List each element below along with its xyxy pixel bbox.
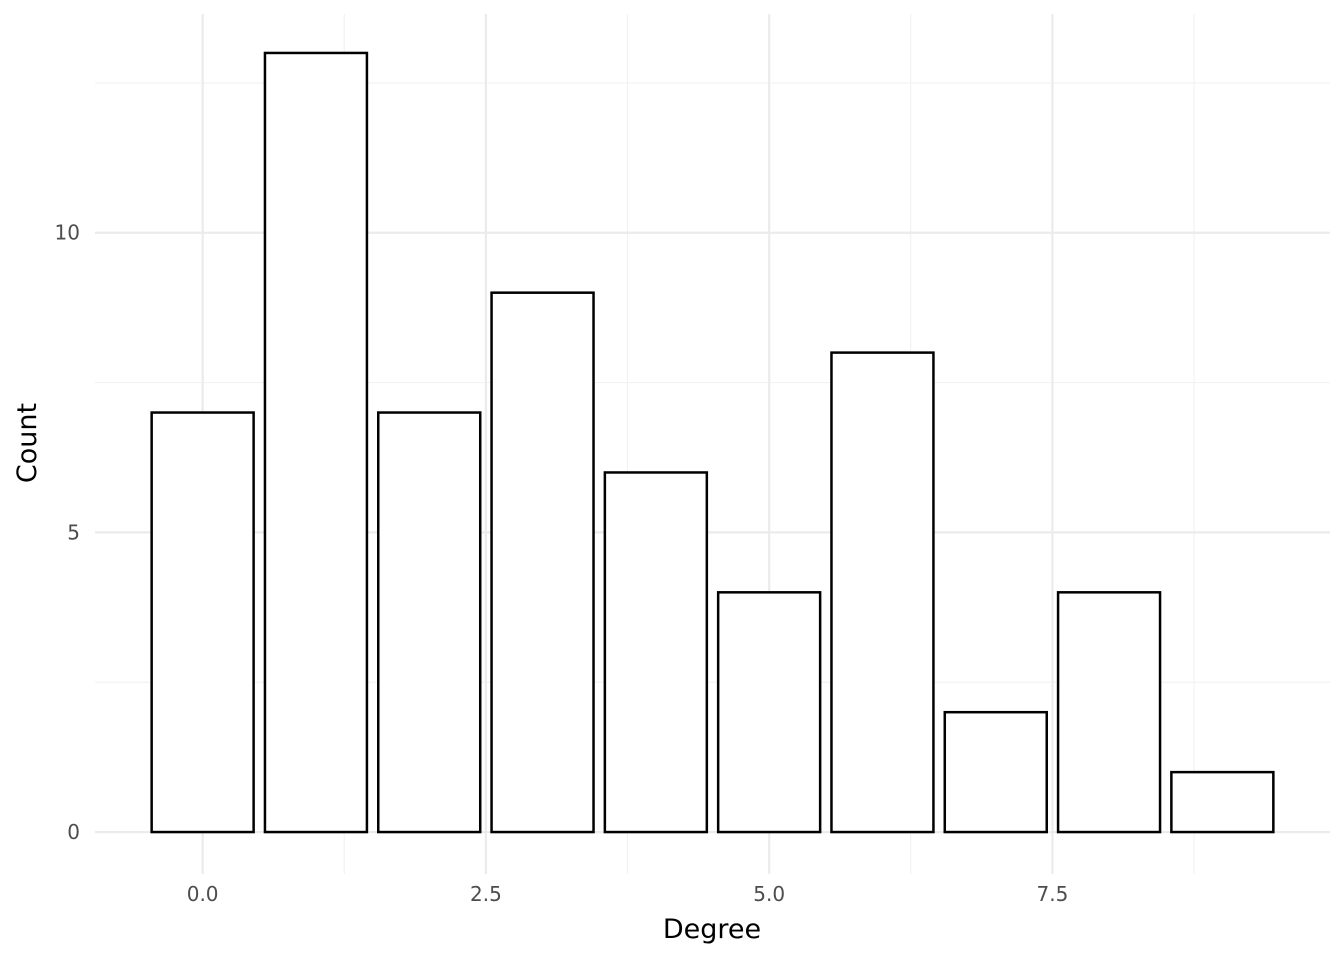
y-tick-label: 5 <box>67 520 80 544</box>
histogram-bar <box>377 411 482 834</box>
x-tick-label: 2.5 <box>470 882 502 906</box>
y-tick-label: 10 <box>55 221 80 245</box>
histogram-bar <box>150 411 255 834</box>
histogram-bar <box>603 471 709 834</box>
x-axis-title: Degree <box>663 914 761 945</box>
histogram-bar <box>490 291 595 834</box>
histogram-bar <box>830 351 935 834</box>
x-tick-label: 0.0 <box>187 882 219 906</box>
histogram-bar <box>716 591 822 834</box>
x-tick-label: 5.0 <box>753 882 785 906</box>
tick-label-layer: 0 5 10 0.0 2.5 5.0 7.5 <box>55 221 1069 906</box>
y-axis-title: Count <box>12 403 43 483</box>
histogram-bar <box>943 710 1048 834</box>
x-tick-label: 7.5 <box>1037 882 1069 906</box>
bar-layer <box>150 51 1275 834</box>
histogram-bar <box>263 51 369 834</box>
histogram-bar <box>1170 770 1275 834</box>
y-tick-label: 0 <box>67 820 80 844</box>
histogram-bar <box>1056 591 1162 834</box>
